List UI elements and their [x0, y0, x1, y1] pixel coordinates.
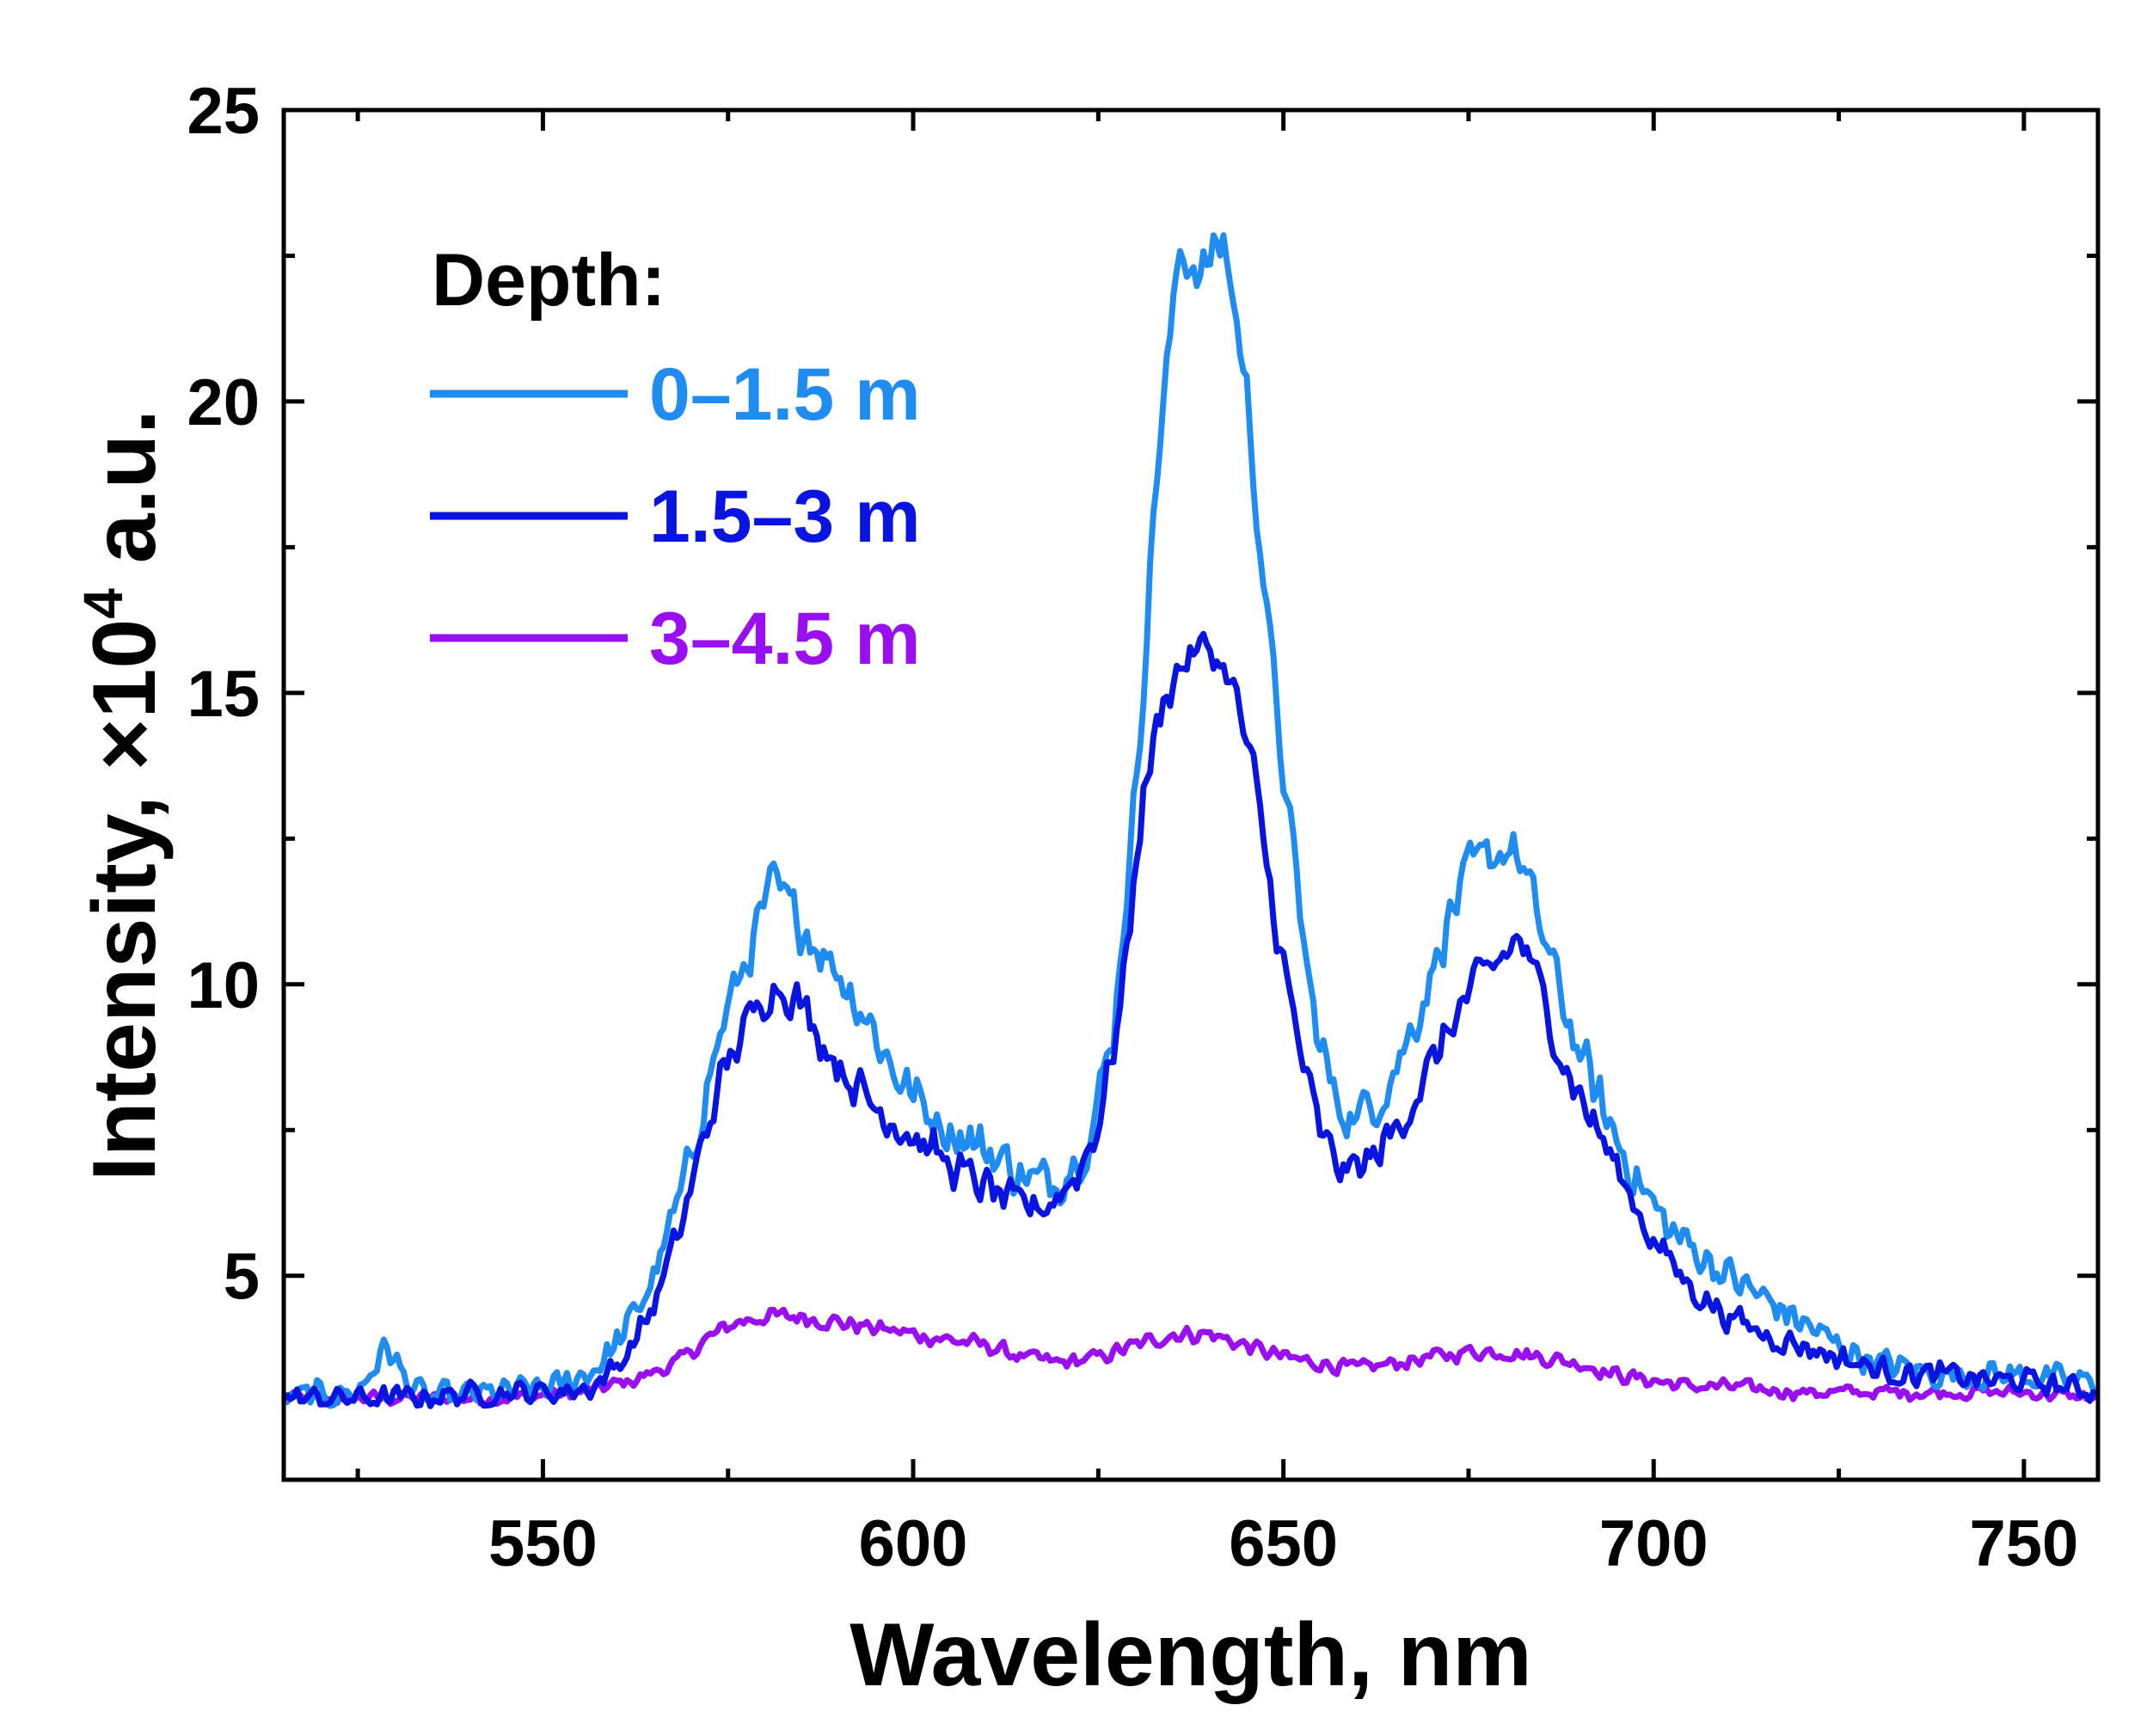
y-tick-label-1: 10 [187, 949, 260, 1022]
y-tick-label-0: 5 [224, 1241, 260, 1314]
y-axis-title: Intensity, ×104 a.u. [72, 409, 175, 1181]
x-tick-label-4: 750 [1969, 1507, 2078, 1580]
series-line-1 [281, 630, 2099, 1409]
legend-label-2: 3–4.5 m [649, 598, 921, 680]
tick-labels: 550 600 650 700 750 5 10 15 20 25 [187, 75, 2078, 1580]
legend-label-1: 1.5–3 m [649, 475, 921, 558]
x-tick-label-1: 600 [859, 1507, 968, 1580]
x-tick-label-0: 550 [488, 1507, 598, 1580]
x-tick-label-3: 700 [1599, 1507, 1708, 1580]
y-tick-label-2: 15 [187, 658, 260, 731]
series-line-0 [280, 232, 2099, 1409]
legend: Depth: 0–1.5 m 1.5–3 m 3–4.5 m [430, 239, 921, 680]
legend-entries: 0–1.5 m 1.5–3 m 3–4.5 m [430, 353, 921, 680]
x-axis-title: Wavelength, nm [850, 1605, 1532, 1705]
y-tick-label-4: 25 [187, 75, 260, 148]
x-tick-label-2: 650 [1229, 1507, 1338, 1580]
y-axis-title-exponent: 4 [72, 588, 134, 619]
legend-label-0: 0–1.5 m [649, 353, 921, 436]
ticks-layer [284, 107, 2098, 1480]
legend-title: Depth: [432, 239, 666, 322]
y-axis-title-unit: a.u. [75, 409, 175, 588]
y-axis-title-main: Intensity, ×10 [75, 619, 175, 1181]
series-layer [280, 232, 2099, 1409]
plot-frame [281, 107, 2101, 1482]
y-tick-label-3: 20 [187, 366, 260, 439]
